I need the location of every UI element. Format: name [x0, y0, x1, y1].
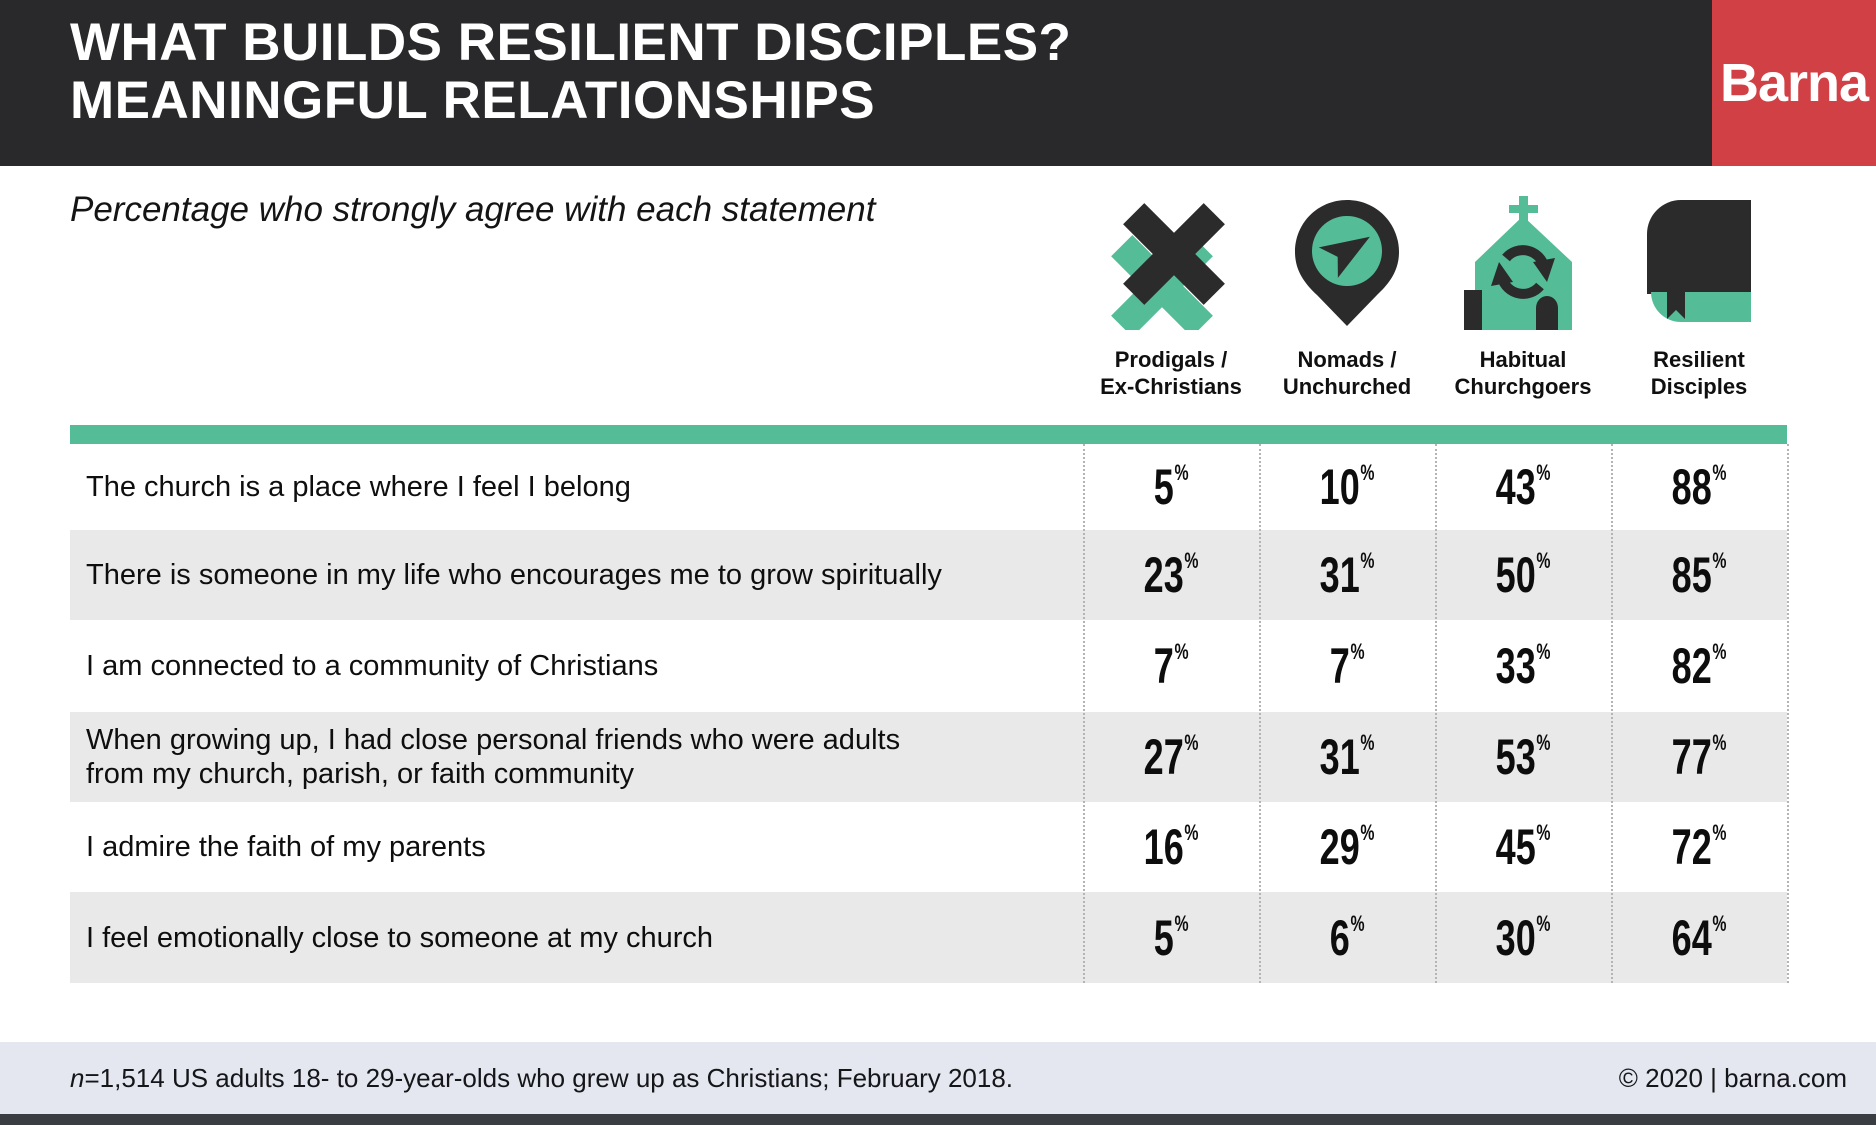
- percent-sign: %: [1184, 730, 1199, 755]
- value-cell: 10%: [1319, 459, 1375, 515]
- value-cell: 64%: [1671, 909, 1727, 966]
- table-row: I am connected to a community of Christi…: [70, 620, 1787, 712]
- church-icon: [1461, 196, 1585, 330]
- value-cell: 33%: [1495, 638, 1551, 694]
- column-header-resilient: Resilient Disciples: [1650, 347, 1748, 399]
- percent-sign: %: [1360, 730, 1375, 755]
- column-separator: [1787, 444, 1789, 983]
- value-cell: 7%: [1329, 638, 1365, 694]
- percent-sign: %: [1712, 910, 1727, 936]
- value-cell: 29%: [1319, 819, 1375, 875]
- value-cell: 23%: [1143, 547, 1199, 603]
- column-separator: [1435, 444, 1437, 983]
- percent-sign: %: [1536, 548, 1551, 573]
- table-row: I feel emotionally close to someone at m…: [70, 892, 1787, 983]
- column-header-prodigals: Prodigals / Ex-Christians: [1100, 347, 1242, 399]
- title-line-1: WHAT BUILDS RESILIENT DISCIPLES?: [70, 13, 1072, 72]
- value-cell: 45%: [1495, 819, 1551, 875]
- sample-note-n: n: [70, 1062, 85, 1093]
- value-cell: 82%: [1671, 638, 1727, 694]
- teal-divider-bar: [70, 425, 1787, 444]
- table-row: I admire the faith of my parents 16% 29%…: [70, 802, 1787, 892]
- value-cell: 16%: [1143, 819, 1199, 875]
- column-separator: [1259, 444, 1261, 983]
- percent-sign: %: [1350, 910, 1365, 936]
- statement-text: I admire the faith of my parents: [86, 831, 486, 863]
- percent-sign: %: [1712, 460, 1727, 485]
- chart-subtitle: Percentage who strongly agree with each …: [70, 190, 876, 229]
- percent-sign: %: [1712, 548, 1727, 573]
- sample-note-text: =1,514 US adults 18- to 29-year-olds who…: [84, 1062, 1014, 1093]
- percent-sign: %: [1184, 548, 1199, 573]
- statement-text: I am connected to a community of Christi…: [86, 650, 659, 682]
- percent-sign: %: [1360, 820, 1375, 845]
- value-cell: 5%: [1153, 459, 1189, 515]
- title-line-2: MEANINGFUL RELATIONSHIPS: [70, 71, 876, 130]
- sample-note: n =1,514 US adults 18- to 29-year-olds wh…: [70, 1042, 1013, 1114]
- value-cell: 5%: [1153, 909, 1189, 966]
- value-cell: 88%: [1671, 459, 1727, 515]
- statement-text: The church is a place where I feel I bel…: [86, 471, 631, 503]
- column-header-nomads: Nomads / Unchurched: [1282, 347, 1412, 399]
- book-icon: [1637, 196, 1761, 330]
- value-cell: 77%: [1671, 729, 1727, 785]
- statement-text: I feel emotionally close to someone at m…: [86, 921, 714, 954]
- table-row: The church is a place where I feel I bel…: [70, 444, 1787, 530]
- value-cell: 85%: [1671, 547, 1727, 603]
- percent-sign: %: [1174, 460, 1189, 485]
- percent-sign: %: [1712, 820, 1727, 845]
- percent-sign: %: [1184, 820, 1199, 845]
- value-cell: 72%: [1671, 819, 1727, 875]
- value-cell: 27%: [1143, 729, 1199, 785]
- percent-sign: %: [1360, 548, 1375, 573]
- x-mark-icon: [1109, 196, 1233, 337]
- value-cell: 30%: [1495, 909, 1551, 966]
- footer-band: n =1,514 US adults 18- to 29-year-olds wh…: [0, 1042, 1876, 1114]
- value-cell: 31%: [1319, 547, 1375, 603]
- column-header-habitual: Habitual Churchgoers: [1454, 347, 1592, 399]
- percent-sign: %: [1536, 820, 1551, 845]
- table-row: There is someone in my life who encourag…: [70, 530, 1787, 620]
- percent-sign: %: [1174, 910, 1189, 936]
- percent-sign: %: [1536, 639, 1551, 664]
- percent-sign: %: [1174, 639, 1189, 664]
- value-cell: 6%: [1329, 909, 1365, 966]
- value-cell: 7%: [1153, 638, 1189, 694]
- value-cell: 43%: [1495, 459, 1551, 515]
- value-cell: 53%: [1495, 729, 1551, 785]
- percent-sign: %: [1350, 639, 1365, 664]
- table-row: When growing up, I had close personal fr…: [70, 712, 1787, 802]
- percent-sign: %: [1712, 730, 1727, 755]
- barna-logo: Barna: [1712, 0, 1876, 166]
- value-cell: 50%: [1495, 547, 1551, 603]
- map-pin-icon: [1285, 196, 1409, 330]
- statement-text: There is someone in my life who encourag…: [86, 559, 942, 591]
- percent-sign: %: [1360, 460, 1375, 485]
- column-separator: [1611, 444, 1613, 983]
- percent-sign: %: [1536, 460, 1551, 485]
- statement-text: When growing up, I had close personal fr…: [86, 724, 901, 790]
- page-title: WHAT BUILDS RESILIENT DISCIPLES? MEANING…: [70, 14, 1071, 130]
- bottom-edge-strip: [0, 1114, 1876, 1125]
- copyright-text: © 2020 | barna.com: [1618, 1062, 1847, 1093]
- barna-logo-text: Barna: [1719, 53, 1869, 113]
- percent-sign: %: [1712, 639, 1727, 664]
- header-band: WHAT BUILDS RESILIENT DISCIPLES? MEANING…: [0, 0, 1876, 166]
- percent-sign: %: [1536, 730, 1551, 755]
- value-cell: 31%: [1319, 729, 1375, 785]
- column-separator: [1083, 444, 1085, 983]
- percent-sign: %: [1536, 910, 1551, 936]
